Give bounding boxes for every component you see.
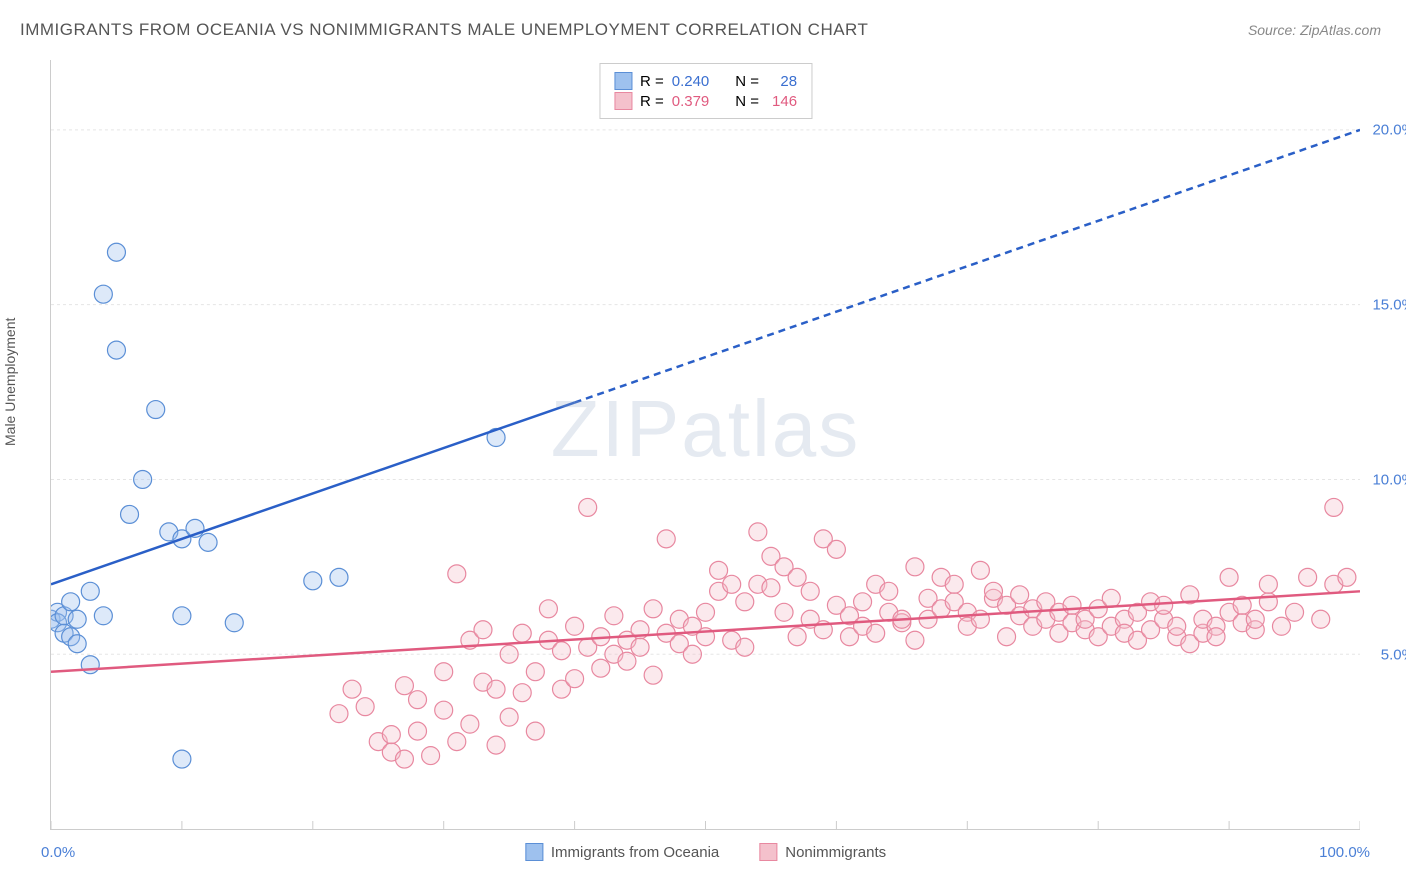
y-tick-label: 5.0% [1381, 647, 1406, 664]
n-value-blue: 28 [767, 73, 797, 90]
n-label-pink: N = [735, 93, 759, 110]
correlation-legend: R = 0.240 N = 28 R = 0.379 N = 146 [599, 63, 812, 119]
y-tick-label: 20.0% [1372, 122, 1406, 139]
plot-area: R = 0.240 N = 28 R = 0.379 N = 146 ZIPat… [50, 60, 1360, 830]
r-value-blue: 0.240 [672, 73, 710, 90]
swatch-pink-icon [614, 92, 632, 110]
r-value-pink: 0.379 [672, 93, 710, 110]
legend-item-pink: Nonimmigrants [759, 843, 886, 861]
legend-label-blue: Immigrants from Oceania [551, 844, 719, 861]
y-tick-label: 15.0% [1372, 297, 1406, 314]
n-value-pink: 146 [767, 93, 797, 110]
chart-title: IMMIGRANTS FROM OCEANIA VS NONIMMIGRANTS… [20, 20, 868, 40]
x-tick-label-min: 0.0% [41, 844, 75, 861]
legend-item-blue: Immigrants from Oceania [525, 843, 719, 861]
source-attribution: Source: ZipAtlas.com [1248, 22, 1381, 38]
r-label-blue: R = [640, 73, 664, 90]
series-legend: Immigrants from Oceania Nonimmigrants [525, 843, 886, 861]
swatch-blue-bottom-icon [525, 843, 543, 861]
swatch-pink-bottom-icon [759, 843, 777, 861]
swatch-blue-icon [614, 72, 632, 90]
legend-row-pink: R = 0.379 N = 146 [614, 92, 797, 110]
scatter-svg [51, 60, 1360, 829]
y-axis-label: Male Unemployment [2, 318, 18, 446]
y-tick-label: 10.0% [1372, 472, 1406, 489]
n-label-blue: N = [735, 73, 759, 90]
r-label-pink: R = [640, 93, 664, 110]
legend-label-pink: Nonimmigrants [785, 844, 886, 861]
legend-row-blue: R = 0.240 N = 28 [614, 72, 797, 90]
x-tick-label-max: 100.0% [1319, 844, 1370, 861]
